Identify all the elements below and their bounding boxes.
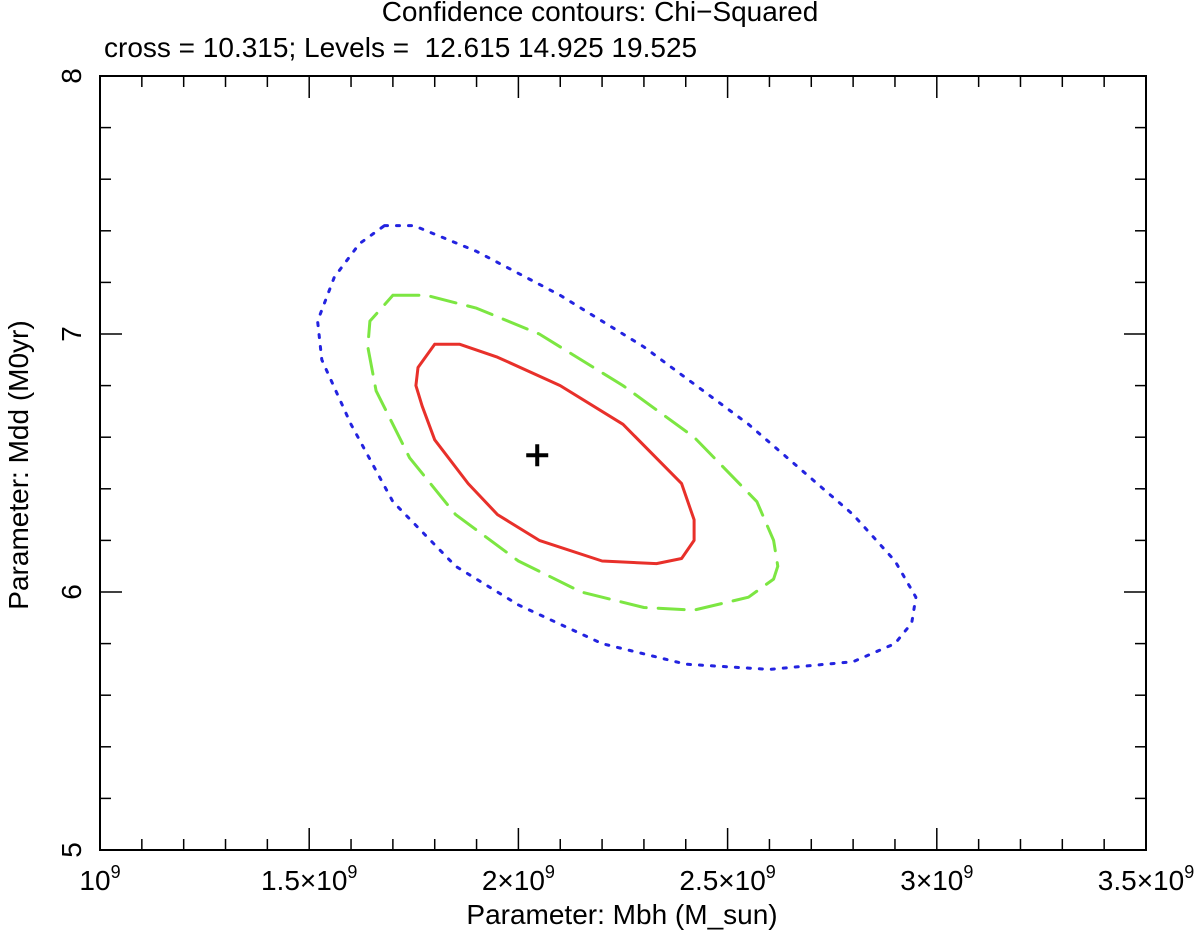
- chart-subtitle: cross = 10.315; Levels = 12.615 14.925 1…: [104, 32, 698, 63]
- contour-19.525: [316, 224, 918, 671]
- y-tick-label: 6: [56, 584, 87, 600]
- y-axis-title: Parameter: Mdd (M0yr): [3, 320, 34, 609]
- contour-series: [316, 224, 918, 671]
- x-axis-title: Parameter: Mbh (M_sun): [466, 899, 777, 930]
- x-tick-labels: 109 1.5×109 2×109 2.5×109 3×109 3.5×109: [79, 862, 1194, 896]
- y-tick-labels: 5 6 7 8: [56, 68, 87, 858]
- contour-12.615: [414, 342, 696, 566]
- plot-frame: [99, 75, 1147, 851]
- x-tick-label: 2×109: [482, 862, 555, 896]
- contour-14.925: [366, 293, 780, 612]
- chart-title: Confidence contours: Chi−Squared: [381, 0, 819, 27]
- x-tick-label: 3×109: [900, 862, 973, 896]
- x-tick-label: 3.5×109: [1098, 862, 1194, 896]
- axis-ticks: [99, 75, 1147, 851]
- y-tick-label: 8: [56, 68, 87, 84]
- x-tick-label: 109: [79, 862, 120, 896]
- x-tick-label: 2.5×109: [679, 862, 775, 896]
- y-tick-label: 5: [56, 842, 87, 858]
- plot-border: [99, 75, 1147, 851]
- best-fit-marker: [526, 444, 549, 467]
- x-tick-label: 1.5×109: [261, 862, 357, 896]
- y-tick-label: 7: [56, 326, 87, 342]
